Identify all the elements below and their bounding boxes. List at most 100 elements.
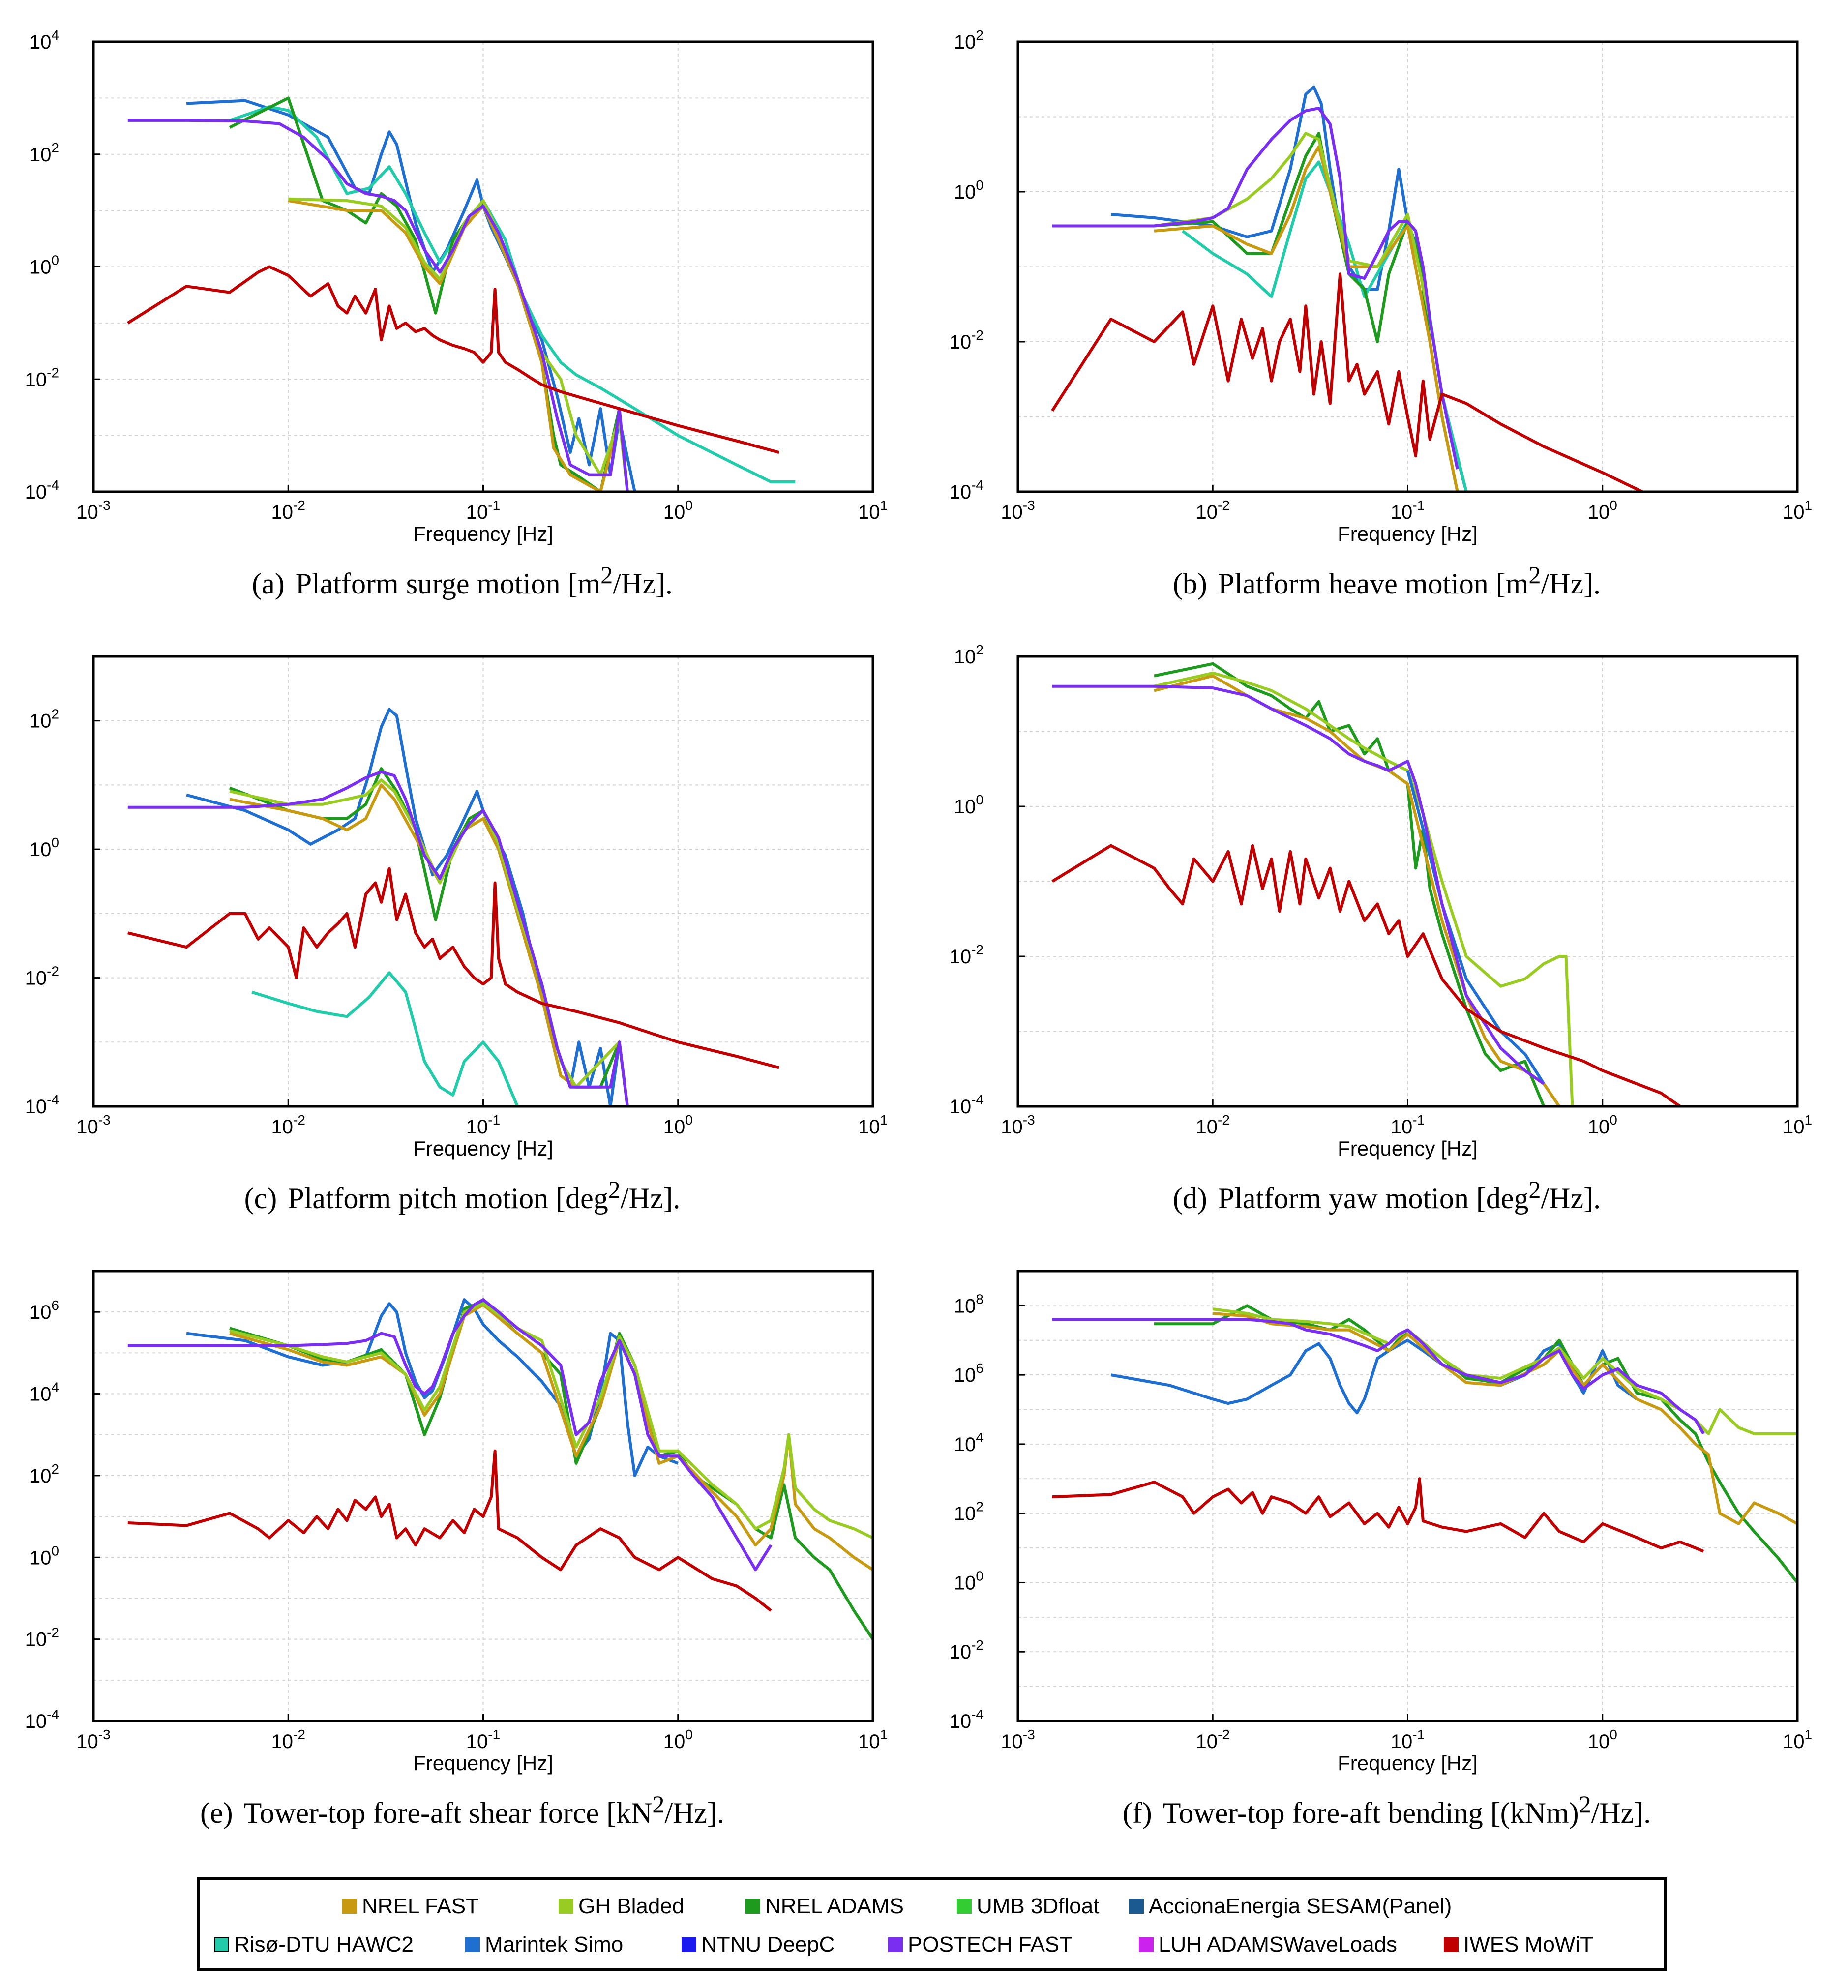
x-tick-label: 10-3: [1001, 498, 1035, 523]
series-line-iwes-mowit: [127, 867, 779, 1069]
y-tick-label: 100: [954, 1568, 984, 1594]
legend-item-marintek-simo: Marintek Simo: [465, 1928, 623, 1962]
x-axis-label: Frequency [Hz]: [413, 1751, 553, 1775]
x-tick-label: 10-1: [1391, 498, 1425, 523]
x-tick-label: 101: [1783, 1727, 1812, 1752]
grid: [1017, 41, 1798, 492]
x-tick-label: 10-3: [1001, 1112, 1035, 1138]
x-tick-label: 10-3: [1001, 1727, 1035, 1752]
caption-e: (e) Tower-top fore-aft shear force [kN2/H…: [200, 1790, 725, 1829]
legend-item-nrel-adams: NREL ADAMS: [745, 1889, 904, 1924]
caption-c: (c) Platform pitch motion [deg2/Hz].: [244, 1176, 681, 1215]
series-line-iwes-mowit: [127, 265, 779, 454]
y-tick-label: 10-4: [25, 1707, 59, 1732]
x-tick-label: 101: [1783, 498, 1812, 523]
legend-swatch: [957, 1899, 972, 1914]
x-tick-label: 10-1: [466, 498, 500, 523]
y-tick-label: 104: [954, 1430, 984, 1455]
y-tick-label: 10-4: [25, 1092, 59, 1118]
legend-item-acciona-sesam: AccionaEnergia SESAM(Panel): [1129, 1889, 1452, 1924]
series-group: [1051, 662, 1681, 1106]
legend-item-postech-fast: POSTECH FAST: [888, 1928, 1073, 1962]
x-tick-label: 10-1: [1391, 1727, 1425, 1752]
y-tick-label: 10-4: [950, 477, 984, 503]
chart-panel-e: 10-3 10-2 10-1 100 101 10-4 10-2 100 102 104 106 Fr…: [25, 1270, 888, 1775]
x-tick-label: 10-2: [271, 1727, 305, 1752]
y-tick-label: 10-2: [950, 1637, 984, 1663]
legend-swatch: [559, 1899, 573, 1914]
x-tick-label: 101: [1783, 1112, 1812, 1138]
y-tick-label: 10-2: [25, 1625, 59, 1651]
legend-item-gh-bladed: GH Bladed: [559, 1889, 684, 1924]
x-axis-label: Frequency [Hz]: [413, 522, 553, 545]
x-tick-label: 10-1: [466, 1112, 500, 1138]
grid: [1017, 656, 1798, 1107]
y-tick-label: 102: [954, 28, 984, 53]
caption-a: (a) Platform surge motion [m2/Hz].: [252, 561, 673, 600]
y-tick-label: 102: [30, 140, 59, 166]
y-tick-label: 10-2: [950, 327, 984, 353]
grid: [93, 1271, 873, 1721]
grid: [1017, 1271, 1798, 1721]
legend-swatch: [1139, 1937, 1154, 1952]
caption-f: (f) Tower-top fore-aft bending [(kNm)2/Hz…: [1122, 1790, 1651, 1829]
chart-panel-a: 10-3 10-2 10-1 100 101 10-4 10-2 100 102 104 Frequ…: [25, 28, 888, 545]
legend-item-ntnu-deepc: NTNU DeepC: [682, 1928, 835, 1962]
legend-swatch: [1444, 1937, 1459, 1952]
series-line-gh-bladed: [1212, 1307, 1797, 1435]
series-line-gh-bladed: [229, 1302, 873, 1540]
chart-panel-c: 10-3 10-2 10-1 100 101 10-4 10-2 100 102 Frequenc…: [25, 655, 888, 1160]
y-tick-label: 104: [30, 1380, 59, 1405]
series-line-iwes-mowit: [1052, 1477, 1704, 1553]
y-tick-label: 100: [954, 178, 984, 203]
y-tick-label: 106: [30, 1298, 59, 1323]
x-tick-label: 10-2: [1196, 1112, 1230, 1138]
series-line-nrel-adams: [1154, 662, 1559, 1106]
series-line-iwes-mowit: [1051, 844, 1681, 1106]
series-line-nrel-fast: [1154, 145, 1459, 492]
x-tick-label: 100: [663, 1112, 693, 1138]
x-tick-label: 10-1: [466, 1727, 500, 1752]
series-line-postech-fast: [127, 770, 629, 1106]
series-line-postech-fast: [127, 119, 629, 492]
series-line-marintek-simo: [186, 99, 636, 492]
series-line-gh-bladed: [1154, 132, 1459, 470]
y-tick-label: 100: [30, 1543, 59, 1569]
y-tick-label: 106: [954, 1361, 984, 1386]
legend-swatch: [342, 1899, 357, 1914]
series-line-nrel-fast: [1213, 1312, 1797, 1525]
x-tick-label: 10-1: [1391, 1112, 1425, 1138]
series-group: [1052, 1304, 1797, 1584]
legend: NREL FAST GH Bladed NREL ADAMS UMB 3Dflo…: [197, 1877, 1667, 1971]
x-tick-label: 10-3: [76, 1727, 110, 1752]
x-tick-label: 100: [663, 1727, 693, 1752]
chart-panel-d: 10-3 10-2 10-1 100 101 10-4 10-2 100 102 Frequenc…: [950, 642, 1812, 1160]
series-line-nrel-fast: [288, 199, 629, 492]
series-line-postech-fast: [127, 1298, 773, 1572]
x-axis-label: Frequency [Hz]: [1338, 1137, 1478, 1160]
legend-swatch: [465, 1937, 480, 1952]
x-tick-label: 10-2: [1196, 498, 1230, 523]
x-tick-label: 100: [1588, 1112, 1617, 1138]
x-tick-label: 10-3: [76, 1112, 110, 1138]
x-tick-label: 10-2: [271, 1112, 305, 1138]
legend-swatch: [1129, 1899, 1144, 1914]
legend-item-riso-hawc2: Risø-DTU HAWC2: [214, 1928, 414, 1962]
legend-item-luh-adamswaveloads: LUH ADAMSWaveLoads: [1139, 1928, 1397, 1962]
legend-item-nrel-fast: NREL FAST: [342, 1889, 479, 1924]
y-tick-label: 108: [954, 1291, 984, 1317]
chart-panel-b: 10-3 10-2 10-1 100 101 10-4 10-2 100 102 Frequenc…: [950, 28, 1812, 545]
y-tick-label: 10-2: [950, 942, 984, 968]
y-tick-label: 10-4: [25, 477, 59, 503]
x-tick-label: 101: [858, 498, 888, 523]
series-line-marintek-simo: [186, 708, 629, 1106]
series-line-ris-dtu-hawc2: [251, 971, 519, 1106]
grid: [93, 656, 873, 1107]
series-line-gh-bladed: [1154, 671, 1574, 1106]
x-tick-label: 10-2: [271, 498, 305, 523]
series-group: [127, 708, 779, 1106]
series-line-postech-fast: [1052, 107, 1459, 470]
legend-swatch: [888, 1937, 903, 1952]
x-tick-label: 10-2: [1196, 1727, 1230, 1752]
series-line-nrel-adams: [229, 767, 629, 1106]
